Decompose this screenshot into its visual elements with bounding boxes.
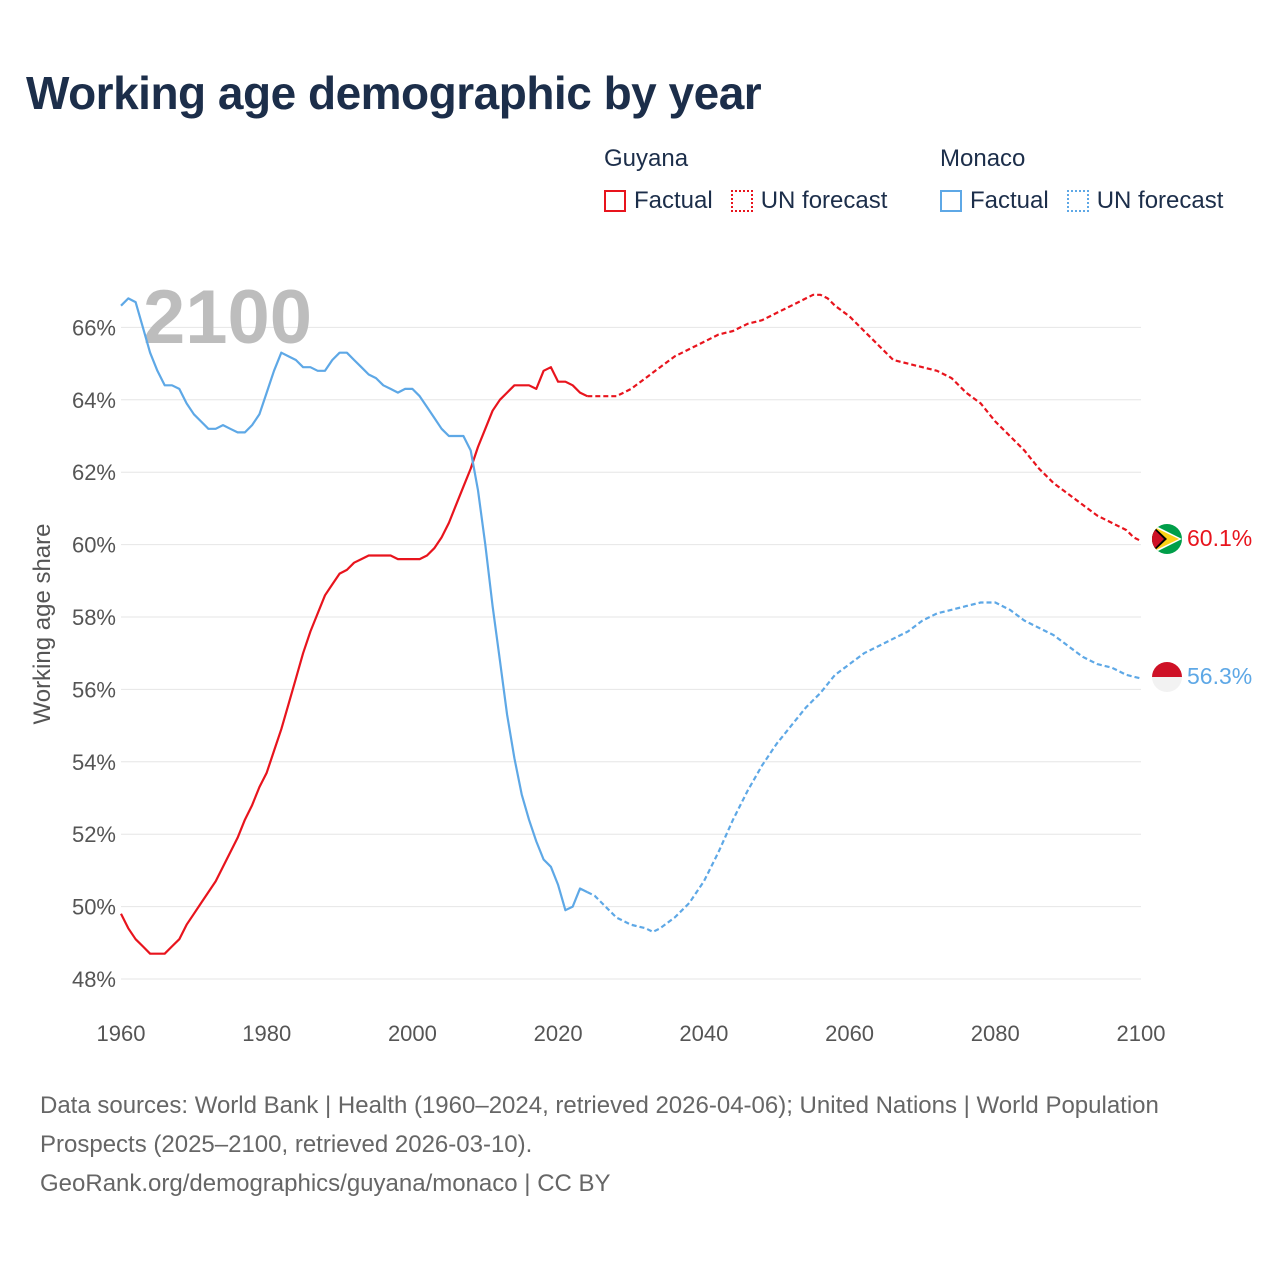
legend-group-guyana: Guyana Factual UN forecast [604,145,905,215]
year-watermark: 2100 [143,275,312,360]
legend-label: Factual [634,187,713,214]
x-tick-label: 2000 [388,1021,437,1046]
y-tick-label: 56% [72,677,116,702]
y-tick-label: 64% [72,388,116,413]
y-tick-label: 52% [72,822,116,847]
x-tick-label: 2060 [825,1021,874,1046]
monaco-flag-icon [1152,662,1182,692]
series-line-guyana-forecast [587,293,1142,542]
y-axis-label: Working age share [29,524,56,725]
series-line-monaco-factual [120,297,588,912]
x-tick-label: 2100 [1117,1021,1166,1046]
end-value-label-guyana: 60.1% [1187,525,1252,551]
series-line-guyana-factual [120,366,588,955]
legend-label: UN forecast [760,187,888,214]
legend-item-monaco-factual[interactable]: Factual [940,187,1049,215]
guyana-flag-icon [1152,524,1182,554]
y-tick-label: 62% [72,460,116,485]
legend-label: Factual [970,187,1049,214]
x-tick-label: 1980 [242,1021,291,1046]
page-title: Working age demographic by year [26,67,762,119]
x-tick-label: 2040 [679,1021,728,1046]
y-tick-label: 66% [72,315,116,340]
legend-label: UN forecast [1096,187,1224,214]
legend-group-name: Guyana [604,145,689,172]
y-tick-label: 58% [72,605,116,630]
legend-item-guyana-forecast[interactable]: UN forecast [730,187,888,215]
legend-swatch-dotted-icon [730,190,753,212]
legend-group-name: Monaco [940,145,1026,172]
source-link[interactable]: GeoRank.org/demographics/guyana/monaco |… [40,1170,611,1197]
y-tick-label: 54% [72,750,116,775]
data-sources-text: Data sources: World Bank | Health (1960–… [40,1092,1159,1158]
y-tick-label: 60% [72,533,116,558]
legend-item-monaco-forecast[interactable]: UN forecast [1066,187,1224,215]
legend-swatch-solid-icon [940,190,962,212]
x-tick-label: 1960 [97,1021,146,1046]
legend-swatch-solid-icon [604,190,626,212]
x-tick-label: 2020 [534,1021,583,1046]
footer: Data sources: World Bank | Health (1960–… [40,1086,1240,1203]
line-chart: 48% 50% 52% 54% 56% 58% 60% 62% 64% 66% 1960 1980 20… [29,275,1252,1046]
y-tick-label: 50% [72,895,116,920]
legend-group-monaco: Monaco Factual UN forecast [940,145,1241,215]
x-tick-label: 2080 [971,1021,1020,1046]
series-line-monaco-forecast [586,601,1142,934]
legend-swatch-dotted-icon [1066,190,1089,212]
end-value-label-monaco: 56.3% [1187,663,1252,689]
y-tick-label: 48% [72,967,116,992]
legend-item-guyana-factual[interactable]: Factual [604,187,713,215]
